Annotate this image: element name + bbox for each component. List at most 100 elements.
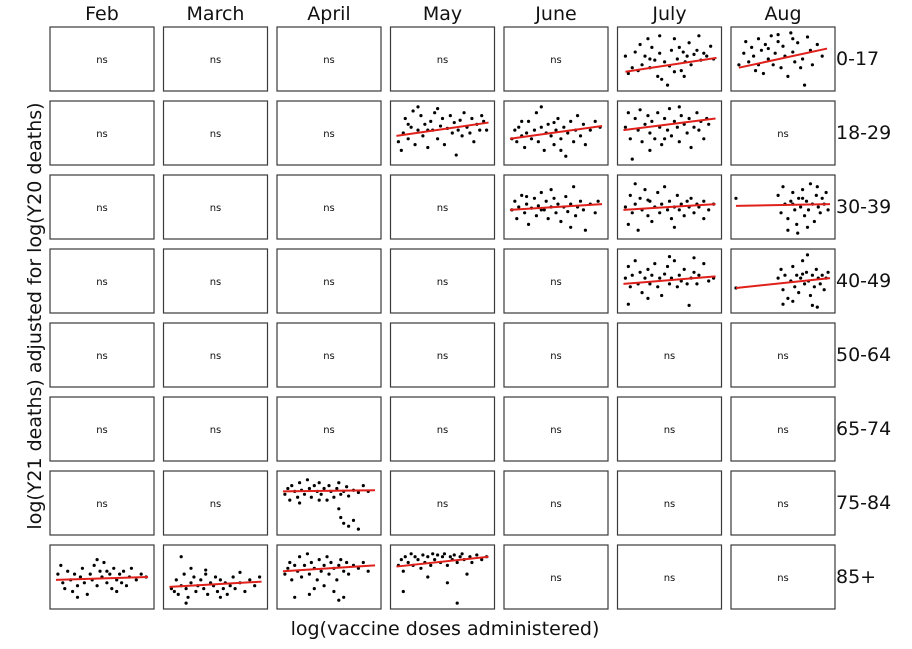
data-point [636, 228, 640, 232]
data-point [112, 566, 116, 570]
data-point [290, 578, 294, 582]
data-point [556, 202, 560, 206]
data-point [796, 231, 800, 235]
data-point [575, 114, 580, 118]
data-point [539, 125, 543, 129]
ns-label: ns [550, 425, 562, 436]
ns-label: ns [777, 351, 789, 362]
data-point [660, 202, 664, 206]
data-point [542, 148, 546, 152]
panel-frame [276, 544, 382, 610]
data-point [633, 50, 637, 54]
data-point [681, 50, 685, 54]
data-point [299, 575, 304, 579]
data-point [771, 63, 775, 67]
panel-frame [389, 544, 496, 610]
data-point [307, 592, 311, 597]
data-point [702, 217, 706, 221]
panel-40-49-april: ns [276, 248, 382, 314]
data-point [669, 217, 674, 221]
data-point [206, 592, 210, 597]
ns-label: ns [210, 277, 222, 288]
data-point [702, 262, 706, 266]
data-point [225, 592, 229, 597]
data-point [656, 111, 660, 115]
data-point [66, 569, 70, 573]
panel-65-74-aug: ns [730, 396, 836, 462]
data-point [534, 111, 539, 115]
row-label-0-17: 0-17 [836, 48, 879, 70]
data-point [539, 105, 543, 109]
data-point [646, 296, 650, 300]
data-point [702, 137, 706, 141]
data-point [286, 486, 290, 491]
data-point [520, 119, 524, 123]
data-point [638, 42, 642, 47]
data-point [399, 558, 403, 562]
data-point [406, 137, 410, 141]
data-point [695, 48, 699, 52]
panel-30-39-june [503, 174, 609, 240]
data-point [776, 33, 780, 37]
row-label-40-49: 40-49 [836, 270, 891, 292]
data-point [697, 128, 701, 132]
panel-30-39-july [616, 174, 723, 240]
data-point [339, 492, 343, 496]
data-point [253, 584, 257, 588]
data-point [458, 555, 462, 559]
data-point [436, 107, 440, 111]
ns-label: ns [210, 55, 222, 66]
data-point [650, 219, 654, 224]
data-point [517, 205, 521, 209]
data-point [552, 120, 556, 125]
data-point [426, 145, 430, 150]
panel-18-29-may [389, 100, 496, 166]
data-point [325, 555, 329, 559]
data-point [552, 196, 556, 200]
data-point [361, 560, 365, 565]
data-point [663, 137, 667, 141]
data-point [677, 45, 681, 50]
data-point [648, 131, 652, 135]
data-point [416, 558, 420, 562]
panel-frame [162, 396, 269, 462]
regression-line [623, 117, 716, 132]
data-point [218, 595, 222, 599]
data-point [583, 228, 588, 232]
data-point [307, 572, 311, 576]
data-point [596, 199, 600, 203]
data-point [345, 560, 349, 565]
panel-65-74-march: ns [162, 396, 269, 462]
ns-label: ns [550, 277, 562, 288]
data-point [812, 285, 816, 289]
data-point [108, 572, 112, 576]
data-point [351, 518, 356, 523]
data-point [416, 105, 420, 109]
data-point [258, 575, 262, 579]
data-point [536, 140, 540, 144]
ns-label: ns [664, 351, 676, 362]
ns-label: ns [96, 425, 108, 436]
data-point [679, 114, 683, 118]
data-point [593, 211, 597, 215]
panel-frame [49, 322, 155, 388]
panel-frame [616, 544, 723, 610]
data-point [169, 587, 173, 591]
data-point [593, 119, 597, 123]
data-point [692, 270, 696, 274]
data-point [322, 563, 326, 568]
panel-frame [389, 322, 496, 388]
data-point [243, 589, 247, 594]
panel-75-84-may: ns [389, 470, 496, 536]
panel-frame [389, 470, 496, 536]
panel-frame [503, 322, 609, 388]
data-point [677, 273, 681, 277]
panel-75-84-aug: ns [730, 470, 836, 536]
data-point [810, 63, 815, 67]
data-point [569, 119, 573, 123]
data-point [542, 208, 546, 212]
ns-label: ns [437, 351, 449, 362]
data-point [626, 302, 630, 306]
data-point [786, 74, 790, 78]
data-point [820, 196, 824, 200]
